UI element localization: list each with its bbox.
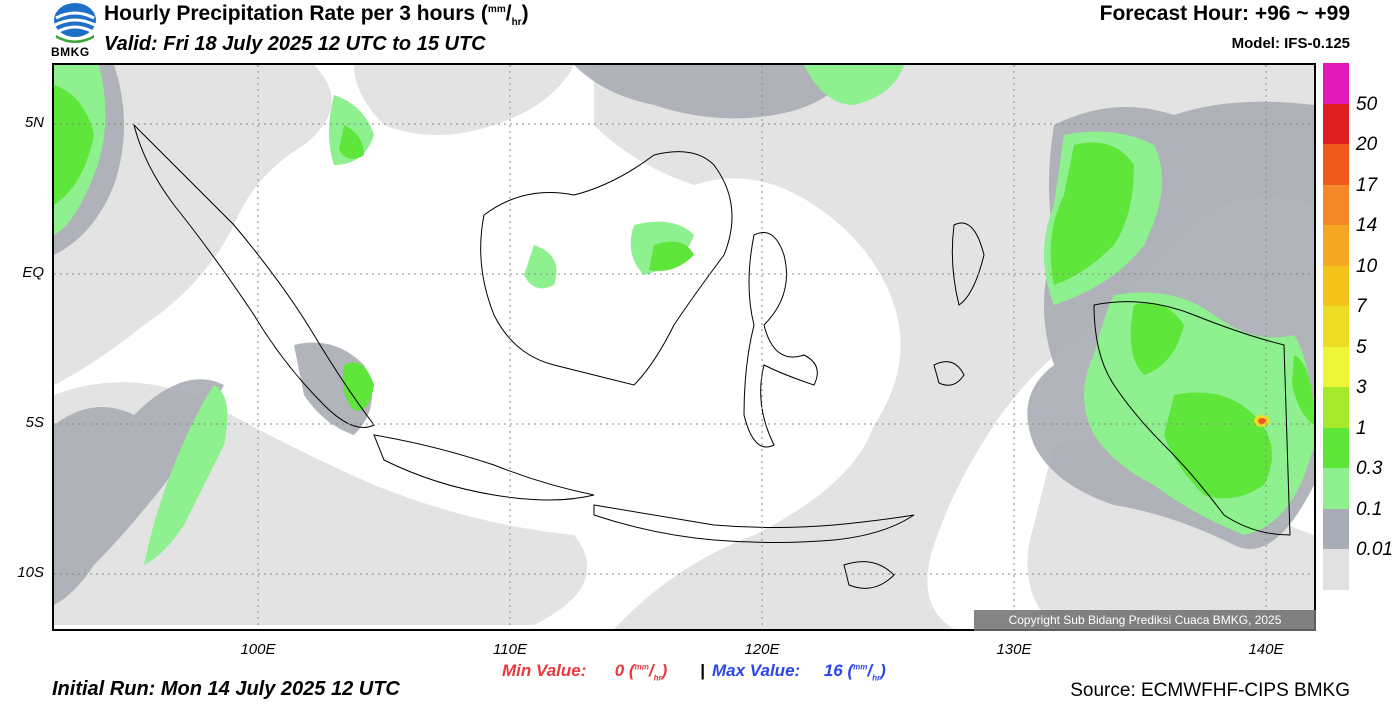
max-label: Max Value: (712, 661, 801, 680)
precipitation-map[interactable] (52, 63, 1316, 631)
lon-label-100e: 100E (240, 641, 276, 658)
colorbar-swatch (1323, 346, 1349, 388)
initial-run: Initial Run: Mon 14 July 2025 12 UTC (52, 678, 400, 700)
copyright-label: Copyright Sub Bidang Prediksi Cuaca BMKG… (974, 610, 1316, 631)
bmkg-logo-icon (52, 2, 98, 60)
min-number: 0 (614, 661, 625, 680)
colorbar-tick-label: 7 (1356, 296, 1367, 318)
source-label: Source: ECMWFHF-CIPS BMKG (1070, 680, 1350, 701)
colorbar-tick-label: 10 (1356, 255, 1378, 277)
colorbar-swatch (1323, 387, 1349, 428)
colorbar-tick-label: 14 (1356, 215, 1378, 237)
colorbar-swatch (1323, 508, 1349, 550)
forecast-hour: Forecast Hour: +96 ~ +99 (1099, 2, 1350, 25)
max-number: 16 (823, 661, 843, 680)
lon-label-110e: 110E (493, 641, 527, 658)
colorbar-swatch (1323, 265, 1349, 307)
lat-label-5n: 5N (24, 114, 44, 131)
colorbar-swatch (1323, 225, 1349, 266)
logo-text: BMKG (51, 45, 90, 59)
colorbar-swatch (1323, 427, 1349, 469)
title-unit-den: hr (511, 17, 522, 29)
lat-label-10s: 10S (17, 564, 44, 581)
max-unit-den: hr (872, 673, 881, 683)
min-unit-num: mm (634, 662, 649, 672)
title-text: Hourly Precipitation Rate per 3 hours (104, 2, 476, 25)
colorbar-tick-label: 0.01 (1356, 539, 1393, 561)
lon-label-140e: 140E (1248, 641, 1284, 658)
colorbar-tick-label: 50 (1356, 93, 1378, 115)
colorbar (1323, 63, 1349, 590)
title-unit-num: mm (487, 4, 506, 15)
min-label: Min Value: (502, 661, 587, 680)
colorbar-tick-label: 5 (1356, 336, 1367, 358)
separator: | (700, 661, 705, 680)
max-value: Max Value: 16 (mm/hr) (712, 661, 886, 683)
map-canvas (54, 65, 1314, 629)
colorbar-tick-label: 1 (1356, 417, 1367, 439)
colorbar-tick-label: 0.3 (1356, 458, 1383, 480)
lat-label-eq: EQ (22, 264, 44, 281)
colorbar-swatch (1323, 468, 1349, 509)
colorbar-swatch (1323, 63, 1349, 104)
colorbar-swatch (1323, 144, 1349, 185)
lon-label-120e: 120E (744, 641, 780, 658)
colorbar-tick-label: 0.1 (1356, 498, 1383, 520)
chart-title: Hourly Precipitation Rate per 3 hours (m… (104, 2, 529, 29)
lon-label-130e: 130E (996, 641, 1032, 658)
colorbar-tick-label: 17 (1356, 174, 1378, 196)
colorbar-tick-label: 20 (1356, 134, 1378, 156)
valid-time: Valid: Fri 18 July 2025 12 UTC to 15 UTC (104, 33, 486, 55)
model-label: Model: IFS-0.125 (1231, 35, 1350, 52)
max-unit-num: mm (853, 662, 868, 672)
colorbar-swatch (1323, 549, 1349, 590)
colorbar-swatch (1323, 184, 1349, 226)
lat-label-5s: 5S (25, 414, 44, 431)
min-value: Min Value: 0 (mm/hr) (502, 661, 668, 683)
colorbar-tick-label: 3 (1356, 377, 1367, 399)
colorbar-swatch (1323, 306, 1349, 347)
colorbar-swatch (1323, 103, 1349, 145)
min-unit-den: hr (653, 673, 662, 683)
